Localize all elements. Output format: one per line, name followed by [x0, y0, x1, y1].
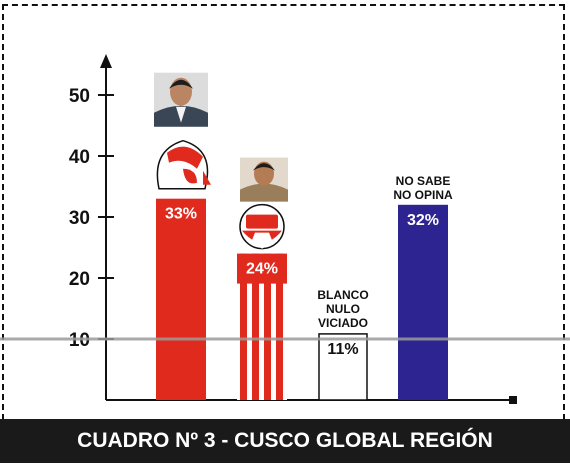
- bar: [318, 333, 368, 401]
- ball-patch: [251, 232, 273, 249]
- x-axis-end-marker: [509, 396, 517, 404]
- y-axis-arrow: [100, 54, 112, 68]
- bar-chart: 102030405033%24%11%BLANCONULOVICIADO32%N…: [0, 54, 570, 404]
- ball-banner: [246, 214, 278, 229]
- photo-hair: [169, 79, 193, 89]
- bar-category-label: NO OPINA: [393, 188, 453, 202]
- y-tick-label: 20: [69, 269, 90, 290]
- bar-label-band: [237, 253, 287, 284]
- candidate-photo-icon: [154, 72, 208, 127]
- hat-flap: [183, 168, 197, 184]
- bar: [398, 204, 448, 400]
- bar-value-label: 11%: [327, 341, 358, 358]
- apu-ball-logo-icon: [239, 157, 288, 250]
- bar-value-label: 24%: [246, 261, 278, 278]
- hat-tassel: [203, 170, 211, 185]
- bar-category-label: NULO: [326, 302, 360, 316]
- bar-category-label: NO SABE: [396, 174, 451, 188]
- y-tick-label: 30: [69, 208, 90, 229]
- bar-value-label: 32%: [407, 212, 439, 229]
- chart-caption: CUADRO Nº 3 - CUSCO GLOBAL REGIÓN: [0, 419, 570, 463]
- bar-value-label: 33%: [165, 206, 197, 223]
- bar-category-label: BLANCO: [317, 288, 368, 302]
- y-tick-label: 40: [69, 147, 90, 168]
- candidate-photo-icon: [240, 157, 288, 202]
- hat-band: [167, 146, 203, 169]
- chullo-hat-logo-icon: [154, 72, 211, 190]
- photo-hair: [253, 163, 275, 171]
- bar-category-label: VICIADO: [318, 316, 368, 330]
- photo-jacket: [240, 183, 288, 202]
- photo-shirt: [176, 106, 186, 123]
- y-tick-label: 50: [69, 86, 90, 107]
- bar: [156, 198, 206, 400]
